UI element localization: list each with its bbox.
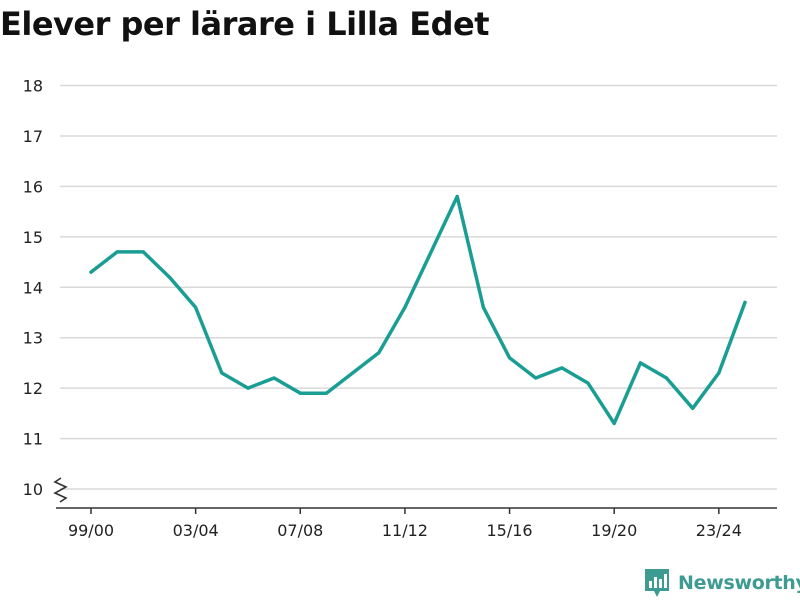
y-tick-label-12: 12 <box>23 379 43 398</box>
x-tick-label-23-24: 23/24 <box>696 521 742 540</box>
y-tick-label-15: 15 <box>23 228 43 247</box>
y-tick-label-13: 13 <box>23 329 43 348</box>
data-point-20-21 <box>638 361 642 365</box>
data-point-21-22 <box>664 376 669 380</box>
data-point-17-18 <box>560 366 564 370</box>
data-point-06-07 <box>272 376 276 380</box>
data-point-09-10 <box>351 371 355 375</box>
x-tick-label-99-00: 99/00 <box>68 521 114 540</box>
axis-break-icon <box>53 477 68 503</box>
gridlines <box>60 84 777 490</box>
y-tick-label-18: 18 <box>23 77 43 96</box>
data-point-02-03 <box>167 275 172 279</box>
x-tick-label-19-20: 19/20 <box>591 521 637 540</box>
y-tick-label-10: 10 <box>23 480 43 499</box>
x-tick-label-03-04: 03/04 <box>173 521 219 540</box>
series-line-0 <box>89 194 747 426</box>
data-point-01-02 <box>141 250 145 254</box>
data-point-14-15 <box>481 305 485 310</box>
data-point-99-00 <box>89 270 93 274</box>
data-point-12-13 <box>429 250 433 254</box>
data-point-23-24 <box>717 371 721 375</box>
series-layer <box>89 194 747 426</box>
data-point-16-17 <box>534 376 538 380</box>
brand-name: Newsworthy <box>678 572 800 594</box>
chart-title: Elever per lärare i Lilla Edet <box>0 5 490 43</box>
y-tick-label-14: 14 <box>23 278 43 297</box>
data-point-10-11 <box>377 351 381 355</box>
x-tick-label-11-12: 11/12 <box>382 521 428 540</box>
x-tick-label-15-16: 15/16 <box>487 521 533 540</box>
data-point-08-09 <box>324 391 329 395</box>
data-point-22-23 <box>691 406 695 410</box>
data-point-19-20 <box>612 421 616 426</box>
x-axis: 99/00 03/04 07/08 11/12 15/16 19/20 23/24 <box>53 477 777 540</box>
data-point-13-14 <box>455 194 459 199</box>
data-point-18-19 <box>586 381 590 385</box>
data-point-05-06 <box>246 386 250 390</box>
newsworthy-logo-icon <box>645 569 669 597</box>
brand-logo: Newsworthy <box>644 568 800 598</box>
x-tick-label-07-08: 07/08 <box>277 521 323 540</box>
y-tick-label-11: 11 <box>23 430 43 449</box>
data-point-00-01 <box>115 250 119 254</box>
y-tick-label-17: 17 <box>23 127 43 146</box>
data-point-07-08 <box>298 391 302 395</box>
data-point-04-05 <box>220 371 224 375</box>
data-point-15-16 <box>507 356 512 360</box>
data-point-11-12 <box>403 305 407 310</box>
y-axis-ticks: 10 11 12 13 14 15 16 17 18 <box>23 77 43 500</box>
data-point-24-25 <box>743 300 747 304</box>
y-tick-label-16: 16 <box>23 177 43 196</box>
data-point-03-04 <box>194 305 198 310</box>
